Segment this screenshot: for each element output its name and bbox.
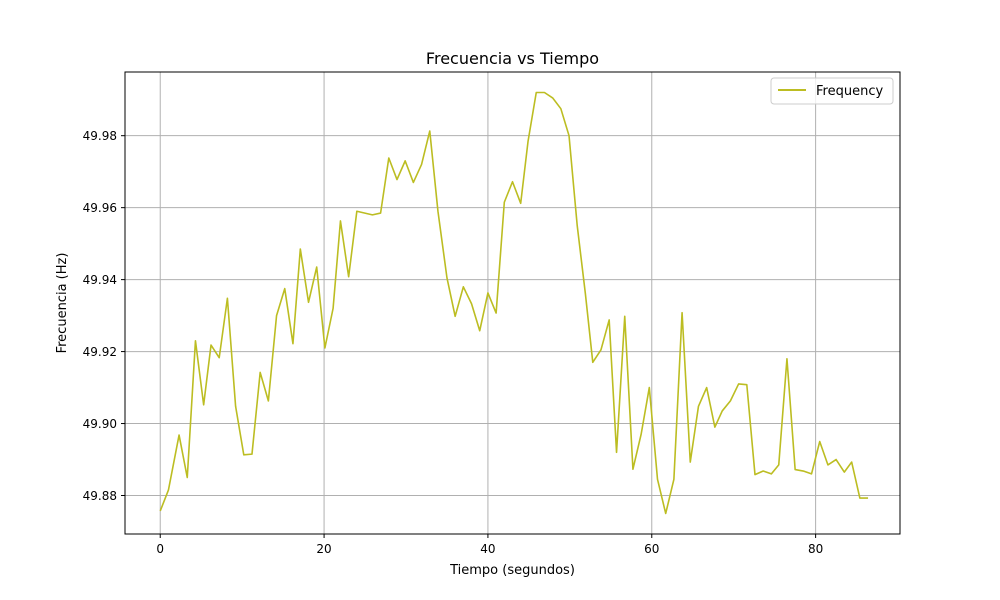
x-tick-label: 40 <box>480 542 495 556</box>
y-tick-label: 49.88 <box>83 489 117 503</box>
grid-lines <box>125 72 900 534</box>
series-layer <box>159 91 869 515</box>
y-tick-label: 49.94 <box>83 273 117 287</box>
x-tick-label: 80 <box>808 542 823 556</box>
chart-title: Frecuencia vs Tiempo <box>426 49 599 68</box>
legend-box <box>770 77 894 105</box>
legend-label-frequency: Frequency <box>816 84 883 99</box>
y-axis-title: Frecuencia (Hz) <box>55 253 70 354</box>
legend: Frequency <box>770 77 894 105</box>
x-tick-label: 0 <box>156 542 164 556</box>
x-tick-label: 60 <box>644 542 659 556</box>
y-tick-label: 49.92 <box>83 345 117 359</box>
y-tick-label: 49.90 <box>83 417 117 431</box>
y-tick-label: 49.98 <box>83 129 117 143</box>
y-tick-label: 49.96 <box>83 201 117 215</box>
axis-ticks: 0 20 40 60 80 49.88 49.90 49.92 49.94 49.96 49.98 <box>83 129 824 556</box>
plot-area-frame <box>124 71 901 535</box>
x-axis-title: Tiempo (segundos) <box>449 563 575 578</box>
x-tick-label: 20 <box>316 542 331 556</box>
series-line-frequency <box>159 91 869 515</box>
